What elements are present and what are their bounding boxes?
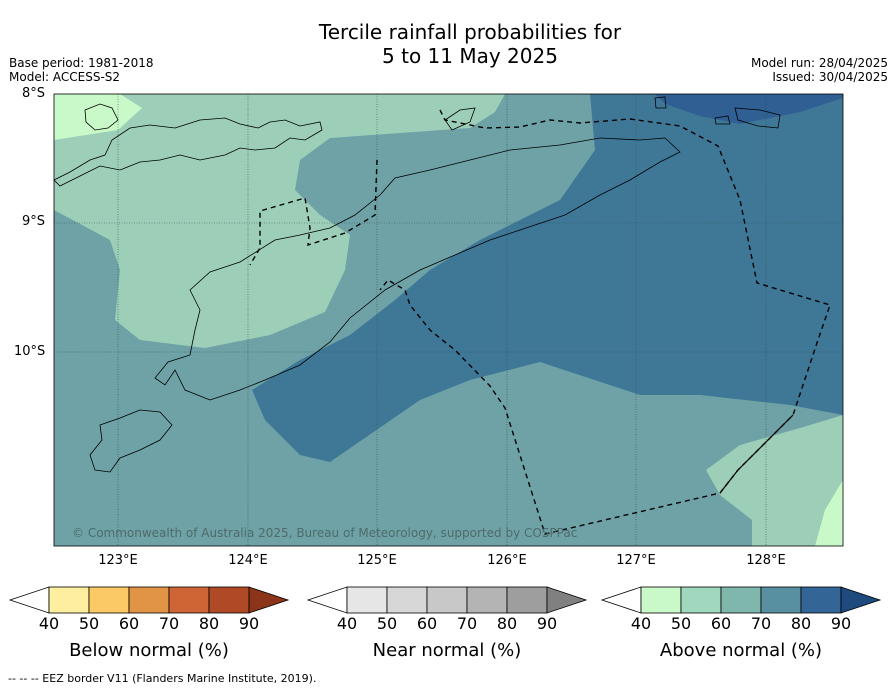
eez-border <box>249 109 831 535</box>
below-legend-swatch <box>168 586 210 614</box>
lon-label-125e: 125°E <box>357 553 397 568</box>
near-legend-tick: 80 <box>496 614 518 633</box>
region-50-60-southeast <box>706 415 843 546</box>
near-legend-tick: 60 <box>416 614 438 633</box>
near-legend-tick: 70 <box>456 614 478 633</box>
near-legend-swatch <box>426 586 468 614</box>
above-legend-swatch <box>720 586 762 614</box>
near-legend-swatch <box>386 586 428 614</box>
below-legend-tick: 50 <box>78 614 100 633</box>
lon-label-124e: 124°E <box>228 553 268 568</box>
graticule <box>54 94 843 546</box>
region-40-50-southeast <box>815 480 843 546</box>
above-legend-tick: 60 <box>710 614 732 633</box>
below-legend-caption: Below normal (%) <box>69 640 229 661</box>
lon-label-123e: 123°E <box>98 553 138 568</box>
title-line-2: 5 to 11 May 2025 <box>382 44 558 68</box>
issued-date: Issued: 30/04/2025 <box>772 70 888 84</box>
below-legend-over-arrow <box>248 586 290 614</box>
lat-label-9s: 9°S <box>22 214 46 229</box>
above-legend-tick: 50 <box>670 614 692 633</box>
above-legend-over-arrow <box>840 586 882 614</box>
eez-border-solid-segment <box>719 414 794 494</box>
above-legend-tick: 70 <box>750 614 772 633</box>
near-legend-tick: 90 <box>536 614 558 633</box>
lat-label-10s: 10°S <box>14 344 46 359</box>
below-legend-tick: 60 <box>118 614 140 633</box>
region-70-80 <box>252 94 843 462</box>
coastlines <box>54 96 781 473</box>
near-legend-over-arrow <box>546 586 588 614</box>
above-legend-swatch <box>800 586 842 614</box>
lon-label-128e: 128°E <box>746 553 786 568</box>
region-40-50-northwest <box>54 94 142 140</box>
lon-label-127e: 127°E <box>616 553 656 568</box>
above-legend-under-arrow <box>600 586 642 614</box>
near-legend-swatch <box>466 586 508 614</box>
near-legend-swatch <box>506 586 548 614</box>
below-legend-swatch <box>48 586 90 614</box>
below-legend-swatch <box>128 586 170 614</box>
near-legend-under-arrow <box>306 586 348 614</box>
legend-below-normal <box>8 586 290 614</box>
above-legend-tick: 90 <box>830 614 852 633</box>
copyright-notice: © Commonwealth of Australia 2025, Bureau… <box>72 526 578 540</box>
above-legend-swatch <box>760 586 802 614</box>
below-legend-swatch <box>88 586 130 614</box>
map-frame <box>53 93 844 547</box>
model-name: Model: ACCESS-S2 <box>9 70 121 84</box>
below-legend-tick: 70 <box>158 614 180 633</box>
lat-label-8s: 8°S <box>22 86 46 101</box>
lon-label-126e: 126°E <box>487 553 527 568</box>
legend-above-normal <box>600 586 882 614</box>
near-legend-caption: Near normal (%) <box>372 640 522 661</box>
base-period: Base period: 1981-2018 <box>9 56 154 70</box>
above-legend-tick: 80 <box>790 614 812 633</box>
below-legend-tick: 90 <box>238 614 260 633</box>
above-legend-tick: 40 <box>630 614 652 633</box>
below-legend-under-arrow <box>8 586 50 614</box>
below-legend-tick: 40 <box>38 614 60 633</box>
near-legend-tick: 50 <box>376 614 398 633</box>
model-run: Model run: 28/04/2025 <box>750 56 888 70</box>
title-line-1: Tercile rainfall probabilities for <box>318 20 622 44</box>
below-legend-tick: 80 <box>198 614 220 633</box>
below-legend-swatch <box>208 586 250 614</box>
above-legend-swatch <box>640 586 682 614</box>
eez-footnote: -- -- -- EEZ border V11 (Flanders Marine… <box>8 672 317 685</box>
above-legend-swatch <box>680 586 722 614</box>
near-legend-swatch <box>346 586 388 614</box>
region-50-60-west <box>54 94 505 348</box>
near-legend-tick: 40 <box>336 614 358 633</box>
above-legend-caption: Above normal (%) <box>659 640 823 661</box>
legend-near-normal <box>306 586 588 614</box>
